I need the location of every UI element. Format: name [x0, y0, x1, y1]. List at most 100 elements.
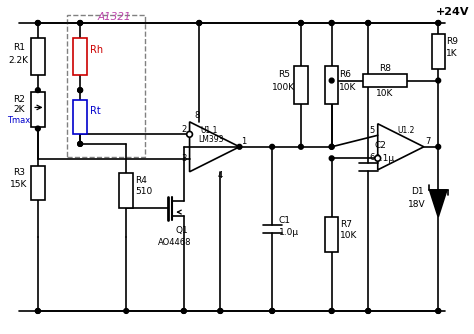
Circle shape — [36, 309, 40, 313]
Circle shape — [366, 309, 371, 313]
Circle shape — [187, 132, 192, 137]
Text: 10K: 10K — [376, 89, 393, 98]
Circle shape — [218, 309, 223, 313]
Circle shape — [36, 126, 40, 131]
Bar — [325, 66, 338, 104]
Text: U1.2: U1.2 — [398, 126, 415, 135]
Text: 5: 5 — [370, 126, 375, 135]
Circle shape — [375, 155, 381, 161]
Text: R5: R5 — [278, 70, 290, 79]
Bar — [73, 38, 87, 75]
Bar — [31, 38, 45, 75]
Circle shape — [436, 21, 441, 25]
Bar — [67, 15, 146, 157]
Text: Q1: Q1 — [175, 226, 188, 235]
Text: 15K: 15K — [10, 180, 27, 189]
Text: R4: R4 — [135, 176, 147, 185]
Text: Rh: Rh — [90, 45, 103, 55]
Circle shape — [366, 21, 371, 25]
Text: R6: R6 — [339, 70, 351, 79]
Circle shape — [299, 21, 303, 25]
Bar — [73, 100, 87, 134]
Bar — [325, 217, 338, 252]
Circle shape — [329, 309, 334, 313]
Circle shape — [270, 144, 274, 149]
Text: C1: C1 — [279, 216, 291, 225]
Circle shape — [329, 144, 334, 149]
Circle shape — [36, 21, 40, 25]
Text: 8: 8 — [194, 111, 200, 120]
Text: 6: 6 — [370, 153, 375, 162]
Text: C2: C2 — [375, 141, 387, 150]
Circle shape — [329, 78, 334, 83]
Text: R2: R2 — [13, 95, 25, 104]
Circle shape — [197, 21, 201, 25]
Text: R9: R9 — [446, 37, 458, 46]
Text: 510: 510 — [135, 187, 152, 196]
Text: Tmax: Tmax — [7, 116, 30, 125]
Circle shape — [436, 21, 441, 25]
Circle shape — [329, 144, 334, 149]
Circle shape — [329, 21, 334, 25]
Text: 3: 3 — [182, 154, 187, 163]
Circle shape — [197, 21, 201, 25]
Text: R3: R3 — [13, 168, 25, 177]
Polygon shape — [429, 190, 447, 217]
Text: 100K: 100K — [272, 83, 295, 92]
Bar — [119, 173, 133, 208]
Text: 1K: 1K — [446, 48, 457, 57]
Circle shape — [78, 21, 82, 25]
Text: 2K: 2K — [13, 105, 25, 114]
Text: 2: 2 — [182, 125, 187, 134]
Bar — [363, 74, 407, 87]
Bar — [294, 66, 308, 104]
Circle shape — [329, 156, 334, 161]
Circle shape — [436, 78, 441, 83]
Circle shape — [270, 309, 274, 313]
Text: LM393: LM393 — [198, 135, 223, 144]
Text: 7: 7 — [426, 137, 431, 146]
Text: R1: R1 — [13, 43, 25, 52]
Text: 1: 1 — [241, 137, 246, 146]
Circle shape — [78, 21, 82, 25]
Text: Rt: Rt — [90, 106, 100, 116]
Circle shape — [78, 88, 82, 93]
Text: 2.2K: 2.2K — [9, 56, 28, 65]
Circle shape — [237, 144, 242, 149]
Circle shape — [36, 88, 40, 93]
Text: U1.1: U1.1 — [200, 126, 218, 135]
Circle shape — [366, 21, 371, 25]
Text: 10K: 10K — [339, 83, 357, 92]
Circle shape — [436, 144, 441, 149]
Circle shape — [436, 309, 441, 313]
Circle shape — [329, 21, 334, 25]
Text: 18V: 18V — [408, 200, 426, 209]
Circle shape — [78, 142, 82, 146]
Circle shape — [299, 21, 303, 25]
Circle shape — [78, 142, 82, 146]
Text: 0.1µ: 0.1µ — [375, 154, 395, 163]
Bar — [31, 92, 45, 127]
Text: 4: 4 — [218, 171, 223, 179]
Text: 10K: 10K — [340, 231, 358, 240]
Circle shape — [329, 309, 334, 313]
Text: AO4468: AO4468 — [157, 238, 191, 247]
Circle shape — [366, 309, 371, 313]
Circle shape — [124, 309, 128, 313]
Circle shape — [218, 309, 223, 313]
Text: R8: R8 — [379, 64, 391, 73]
Text: R7: R7 — [340, 220, 352, 229]
Circle shape — [299, 144, 303, 149]
Text: D1: D1 — [411, 187, 423, 196]
Circle shape — [182, 309, 186, 313]
Circle shape — [36, 309, 40, 313]
Circle shape — [78, 88, 82, 93]
Text: +24V: +24V — [436, 7, 470, 17]
Text: 1.0µ: 1.0µ — [279, 228, 299, 237]
Bar — [31, 166, 45, 200]
Bar — [431, 34, 445, 69]
Text: A1321: A1321 — [97, 12, 131, 22]
Circle shape — [36, 21, 40, 25]
Circle shape — [182, 309, 186, 313]
Circle shape — [436, 309, 441, 313]
